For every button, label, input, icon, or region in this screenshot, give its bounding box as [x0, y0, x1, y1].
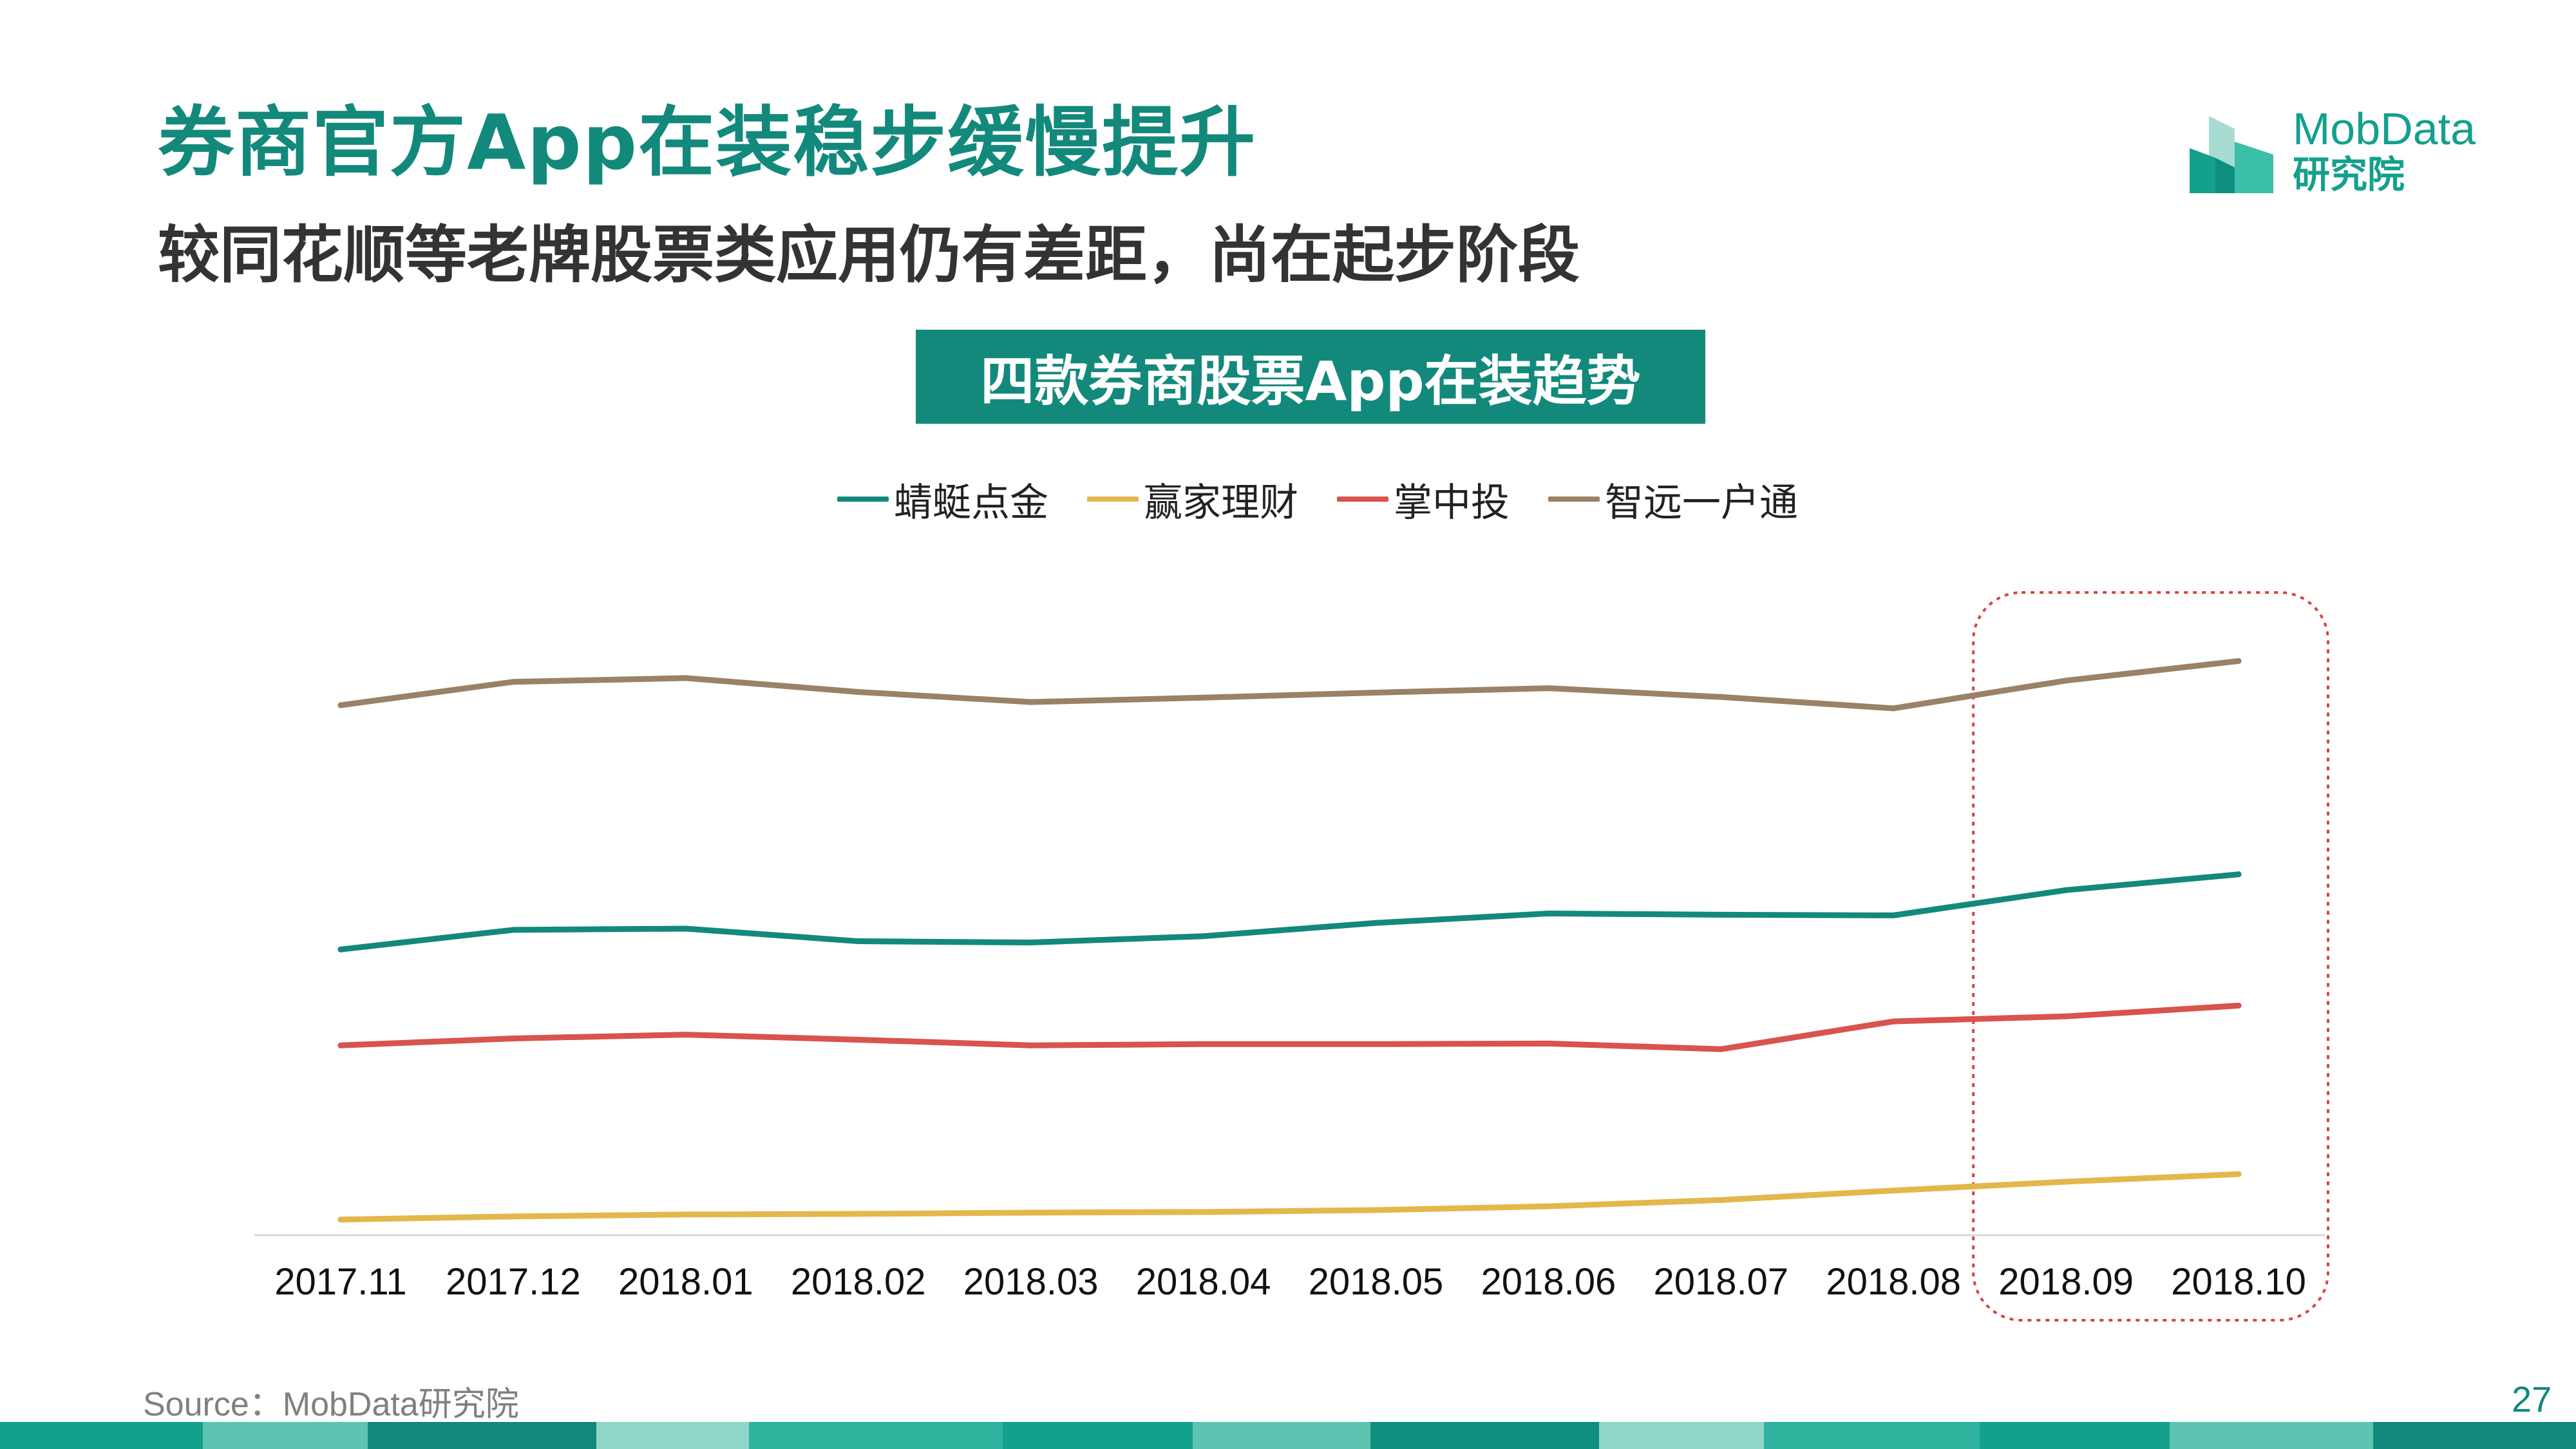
data-point — [1372, 920, 1379, 926]
legend-swatch — [1087, 497, 1139, 502]
legend-item: 掌中投 — [1337, 471, 1510, 527]
data-point — [2235, 1003, 2242, 1009]
data-point — [855, 1036, 862, 1043]
page-title: 券商官方App在装稳步缓慢提升 — [158, 98, 1257, 187]
bottom-decorative-bar — [0, 1422, 2576, 1449]
legend-label: 赢家理财 — [1144, 480, 1298, 526]
mobdata-logo: MobData 研究院 — [2183, 103, 2518, 200]
data-point — [337, 702, 344, 708]
data-point — [2063, 887, 2069, 893]
source-note: Source：MobData研究院 — [143, 1386, 519, 1423]
data-point — [1718, 1046, 1724, 1052]
chart-legend: 蜻蜓点金 赢家理财 掌中投 智远一户通 — [837, 467, 1837, 531]
x-tick-label: 2018.08 — [1826, 1261, 1961, 1303]
data-point — [337, 1042, 344, 1048]
data-point — [1545, 1203, 1551, 1209]
x-tick-label: 2017.11 — [274, 1261, 406, 1303]
x-tick-label: 2018.01 — [618, 1261, 753, 1303]
data-point — [1718, 911, 1724, 918]
data-point — [1028, 1042, 1034, 1048]
data-point — [510, 1035, 516, 1041]
data-point — [1545, 1040, 1551, 1046]
data-point — [683, 675, 689, 681]
data-point — [1890, 1018, 1897, 1025]
data-point — [1372, 689, 1379, 696]
x-tick-label: 2018.07 — [1653, 1261, 1788, 1303]
x-tick-label: 2018.09 — [1998, 1261, 2134, 1303]
x-tick-label: 2018.03 — [963, 1261, 1099, 1303]
data-point — [683, 925, 689, 932]
data-point — [1890, 705, 1897, 712]
series-line-1 — [337, 1171, 2242, 1223]
data-point — [855, 938, 862, 945]
data-point — [1372, 1041, 1379, 1047]
page-subtitle: 较同花顺等老牌股票类应用仍有差距，尚在起步阶段 — [158, 219, 1580, 291]
data-point — [855, 688, 862, 695]
data-point — [1028, 699, 1034, 705]
legend-item: 智远一户通 — [1548, 471, 1798, 527]
data-point — [510, 927, 516, 933]
legend-label: 掌中投 — [1394, 480, 1510, 526]
data-point — [1890, 912, 1897, 918]
legend-swatch — [1337, 497, 1388, 502]
series-line-0 — [337, 871, 2242, 952]
data-point — [2235, 1171, 2242, 1177]
data-point — [1200, 1209, 1207, 1215]
data-point — [1372, 1207, 1379, 1213]
data-point — [1028, 940, 1034, 946]
x-tick-label: 2018.05 — [1309, 1261, 1444, 1303]
highlight-box — [1972, 591, 2330, 1321]
data-point — [1200, 694, 1207, 701]
logo-text: MobData 研究院 — [2293, 103, 2476, 196]
legend-label: 智远一户通 — [1605, 480, 1798, 526]
series-line-3 — [337, 658, 2242, 712]
data-point — [683, 1032, 689, 1038]
mobdata-logo-icon — [2190, 116, 2273, 193]
data-point — [2063, 1013, 2069, 1019]
data-point — [855, 1211, 862, 1217]
legend-item: 赢家理财 — [1087, 471, 1298, 527]
data-point — [1200, 1041, 1207, 1047]
data-point — [510, 679, 516, 685]
x-tick-label: 2017.12 — [446, 1261, 581, 1303]
logo-line2: 研究院 — [2293, 154, 2405, 196]
x-tick-label: 2018.02 — [791, 1261, 926, 1303]
data-point — [1545, 685, 1551, 692]
data-point — [683, 1211, 689, 1218]
legend-swatch — [1548, 497, 1600, 502]
data-point — [2063, 1179, 2069, 1185]
x-tick-label: 2018.06 — [1481, 1261, 1616, 1303]
data-point — [337, 1217, 344, 1223]
data-point — [2063, 677, 2069, 684]
x-tick-label: 2018.04 — [1136, 1261, 1271, 1303]
data-point — [2235, 871, 2242, 878]
legend-swatch — [837, 497, 889, 502]
legend-item: 蜻蜓点金 — [837, 471, 1048, 527]
legend-label: 蜻蜓点金 — [894, 480, 1048, 526]
data-point — [510, 1213, 516, 1220]
data-point — [1890, 1188, 1897, 1194]
logo-line1: MobData — [2293, 104, 2476, 154]
chart-title: 四款券商股票App在装趋势 — [916, 330, 1705, 424]
data-point — [1200, 933, 1207, 940]
data-point — [1028, 1209, 1034, 1216]
series-line-2 — [337, 1003, 2242, 1052]
data-point — [1718, 1197, 1724, 1203]
data-point — [1718, 694, 1724, 700]
data-point — [337, 946, 344, 952]
page-number: 27 — [2512, 1379, 2552, 1419]
data-point — [2235, 658, 2242, 664]
data-point — [1545, 910, 1551, 916]
x-tick-label: 2018.10 — [2171, 1261, 2306, 1303]
